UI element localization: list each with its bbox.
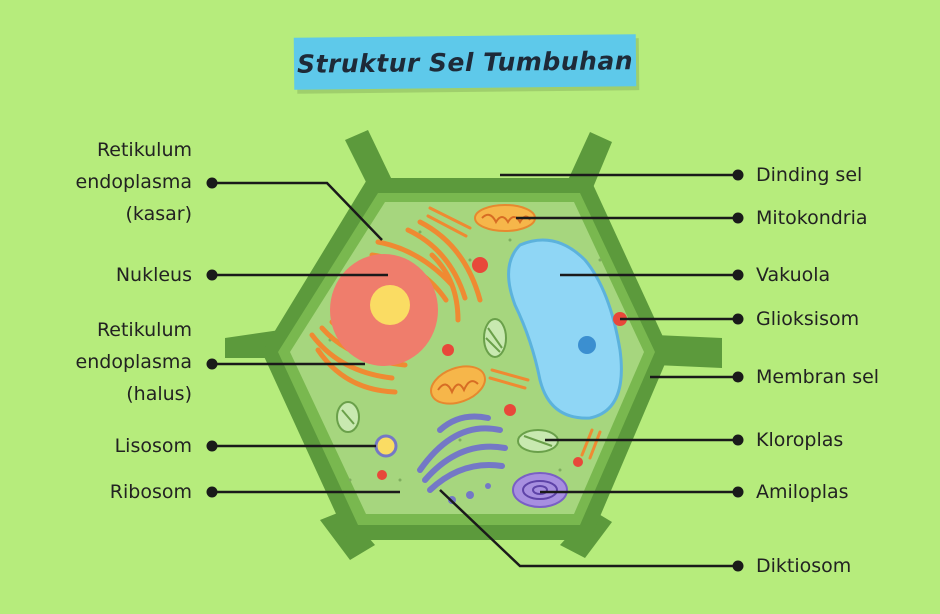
label-rough-er: Retikulum endoplasma (kasar) <box>75 139 192 225</box>
orange-rods <box>426 206 602 460</box>
leader-dots-right <box>732 169 744 572</box>
label-glioksisom: Glioksisom <box>756 308 860 330</box>
label-membran-sel: Membran sel <box>756 366 880 388</box>
leader-lines-left <box>212 181 400 494</box>
label-ribosom: Ribosom <box>109 481 192 503</box>
label-vakuola: Vakuola <box>756 264 831 286</box>
label-lisosom: Lisosom <box>114 435 192 457</box>
label-smooth-er: Retikulum endoplasma (halus) <box>75 319 192 405</box>
vacuole <box>507 238 623 420</box>
vacuole-core <box>578 336 596 354</box>
lysosome <box>374 434 398 458</box>
nucleolus <box>370 285 410 325</box>
dictyosome <box>417 413 508 493</box>
amyloplast <box>512 472 568 508</box>
leader-dots-left <box>206 177 218 498</box>
mitochondrion-middle <box>430 365 486 405</box>
label-kloroplas: Kloroplas <box>756 429 844 451</box>
red-spots <box>377 257 583 480</box>
label-dinding-sel: Dinding sel <box>756 164 863 186</box>
label-diktiosom: Diktiosom <box>756 555 852 577</box>
chloroplast-1 <box>483 318 507 358</box>
chloroplast-3 <box>517 429 559 453</box>
chloroplast-2 <box>336 401 360 433</box>
label-nukleus: Nukleus <box>115 264 192 286</box>
label-amiloplas: Amiloplas <box>756 481 849 503</box>
leader-lines-right <box>439 173 738 568</box>
label-mitokondria: Mitokondria <box>756 207 868 229</box>
